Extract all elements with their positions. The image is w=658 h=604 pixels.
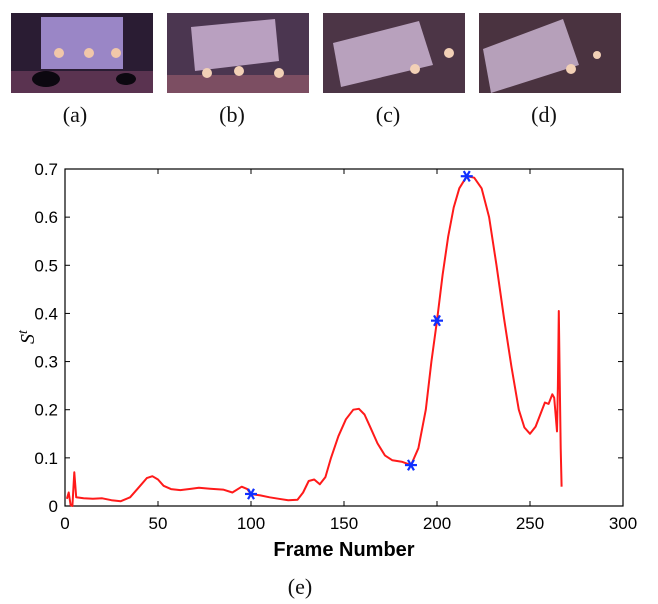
x-axis-label: Frame Number xyxy=(273,539,414,561)
asterisk-marker xyxy=(404,459,417,471)
frame-thumbnail-a xyxy=(11,13,153,93)
y-tick-label: 0.6 xyxy=(34,208,58,227)
y-axis-label-main: S xyxy=(17,334,39,344)
panel-label-b: (b) xyxy=(219,102,245,127)
y-tick-label: 0.2 xyxy=(34,401,58,420)
x-tick-label: 0 xyxy=(60,514,69,533)
x-tick-label: 50 xyxy=(149,514,168,533)
x-tick-label: 100 xyxy=(237,514,265,533)
x-tick-label: 250 xyxy=(516,514,544,533)
y-tick-label: 0.3 xyxy=(34,353,58,372)
y-tick-label: 0.1 xyxy=(34,449,58,468)
line-chart: 0 0.1 0.2 0.3 0.4 0.5 0.6 0.7 0 50 100 150 200 250 30… xyxy=(16,160,638,561)
panel-label-a: (a) xyxy=(62,102,88,127)
asterisk-stroke xyxy=(433,314,441,327)
figure-caption: (e) xyxy=(287,574,313,599)
y-axis-label: St xyxy=(16,329,40,344)
panel-label-d: (d) xyxy=(531,102,557,127)
asterisk-marker xyxy=(431,314,443,327)
series-line xyxy=(65,175,563,507)
frame-thumbnail-d xyxy=(479,13,621,93)
x-tick-label: 300 xyxy=(609,514,637,533)
y-tick-label: 0.7 xyxy=(34,160,58,179)
panel-label-c: (c) xyxy=(375,102,401,127)
asterisk-stroke xyxy=(247,488,255,500)
x-tick-label: 200 xyxy=(423,514,451,533)
highlight-markers xyxy=(245,170,473,500)
frame-thumbnail-b xyxy=(167,13,309,93)
y-tick-label: 0.5 xyxy=(34,256,58,275)
frame-thumbnail-c xyxy=(323,13,465,93)
x-axis: 0 50 100 150 200 250 300 xyxy=(60,169,637,533)
plot-frame xyxy=(64,168,624,507)
y-axis-label-superscript: t xyxy=(16,329,31,334)
asterisk-marker xyxy=(460,170,473,182)
asterisk-stroke xyxy=(407,459,415,471)
x-tick-label: 150 xyxy=(330,514,358,533)
y-axis: 0 0.1 0.2 0.3 0.4 0.5 0.6 0.7 xyxy=(34,160,623,516)
asterisk-stroke xyxy=(462,170,471,182)
asterisk-marker xyxy=(245,488,257,500)
y-tick-label: 0 xyxy=(49,497,58,516)
y-tick-label: 0.4 xyxy=(34,304,58,323)
